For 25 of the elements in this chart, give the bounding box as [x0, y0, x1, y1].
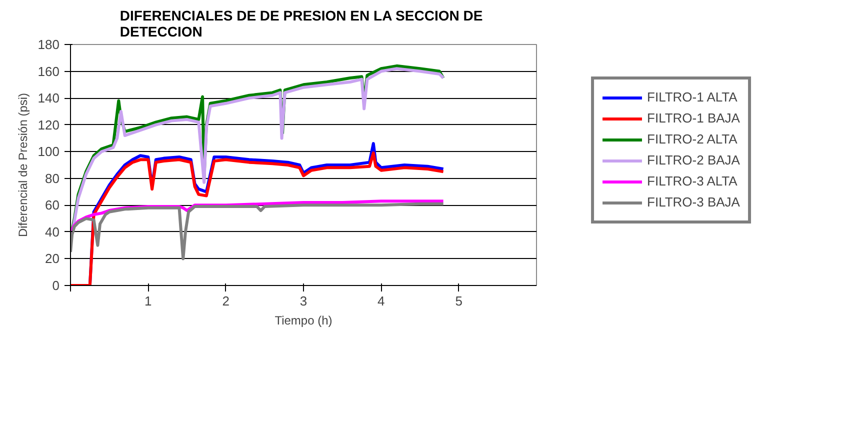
y-tick-label: 20 — [45, 251, 60, 266]
y-tick-label: 0 — [52, 278, 60, 293]
y-tick-label: 120 — [38, 117, 60, 132]
x-tick-label: 5 — [455, 294, 462, 308]
legend-label: FILTRO-3 ALTA — [647, 174, 738, 188]
y-tick-label: 80 — [45, 170, 60, 186]
line-series — [70, 202, 445, 260]
y-tick-label: 60 — [45, 198, 60, 213]
x-tick-label: 2 — [222, 294, 230, 308]
x-axis-title: Tiempo (h) — [274, 314, 332, 328]
y-tick-label: 180 — [38, 37, 60, 52]
y-tick-label: 40 — [45, 224, 60, 240]
legend-label: FILTRO-1 ALTA — [647, 90, 738, 104]
legend-label: FILTRO-2 BAJA — [647, 152, 740, 168]
x-tick-label: 1 — [144, 294, 152, 308]
x-tick-label: 4 — [378, 294, 385, 308]
x-tick-label: 3 — [300, 294, 308, 308]
legend-label: FILTRO-3 BAJA — [647, 194, 740, 210]
legend-label: FILTRO-1 BAJA — [647, 110, 740, 126]
y-tick-label: 100 — [38, 144, 60, 160]
legend-label: FILTRO-2 ALTA — [647, 132, 738, 146]
y-tick-label: 140 — [38, 90, 60, 106]
y-axis-title: Diferencial de Presión (psi) — [16, 92, 30, 238]
y-tick-label: 160 — [38, 64, 60, 79]
chart-title: DIFERENCIALES DE DE PRESION EN LA SECCION DE DETECCION — [120, 8, 483, 40]
